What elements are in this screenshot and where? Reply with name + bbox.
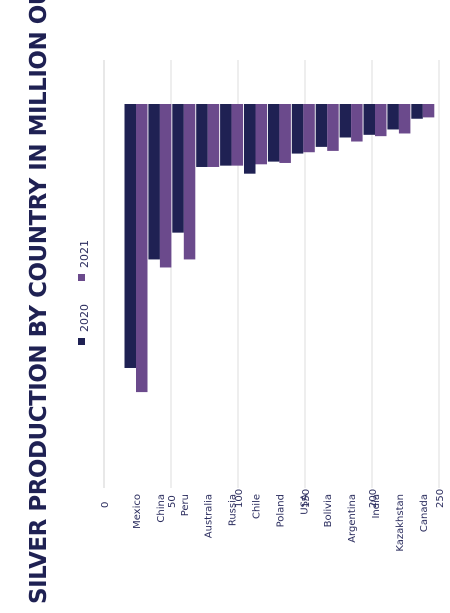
category-label: Chile [252,494,263,519]
bar-2021-china [159,104,172,268]
bar-2020-kazakhstan [387,104,399,130]
bar-2020-argentina [339,104,352,138]
category-label: Peru [180,494,191,516]
category-label: Kazakhstan [395,494,406,552]
legend-swatch-2021 [78,274,85,281]
legend-label-2020: 2020 [78,304,91,332]
bar-2021-peru [183,104,196,260]
bar-2021-kazakhstan [398,104,411,134]
bar-2020-peru [172,104,184,233]
category-label: Mexico [132,494,143,529]
bar-2020-chile [244,104,256,174]
bar-2021-canada [422,104,435,118]
category-label: Canada [419,494,430,532]
tick-label: 250 [435,489,446,508]
category-label: Australia [204,494,215,538]
bar-2021-argentina [351,104,363,142]
bar-2020-india [363,104,375,135]
category-label: Poland [275,494,286,527]
bar-2020-australia [196,104,208,167]
chart-title: SILVER PRODUCTION BY COUNTRY IN MILLION … [26,0,52,604]
bar-2020-mexico [124,104,136,368]
tick-label: 100 [234,489,245,508]
legend-swatch-2020 [78,338,85,345]
tick-label: 50 [167,495,178,508]
bar-2021-australia [207,104,220,167]
bar-2020-poland [267,104,280,162]
category-label: USA [299,494,310,515]
bar-2021-india [375,104,387,137]
category-label: China [156,494,167,523]
bar-2020-canada [411,104,423,119]
bars [124,104,435,393]
bar-2021-russia [231,104,244,166]
tick-label: 150 [301,489,312,508]
legend: 2020 2021 [78,240,91,345]
category-label: India [371,494,382,519]
bar-2021-mexico [136,104,148,393]
bar-2020-usa [291,104,304,154]
bar-2021-poland [279,104,291,163]
category-axis: Mexico China Peru Australia Russia Chile Polan… [132,494,430,552]
category-label: Bolivia [323,494,334,527]
bar-2020-china [148,104,160,260]
category-label: Russia [228,494,239,526]
legend-label-2021: 2021 [78,240,91,268]
tick-label: 200 [368,489,379,508]
bar-2021-chile [255,104,267,165]
bar-2021-usa [303,104,315,153]
bar-2020-russia [220,104,232,166]
bar-2020-bolivia [315,104,328,147]
tick-label: 0 [100,502,111,508]
value-axis: 0 50 100 150 200 250 [100,489,446,508]
category-label: Argentina [347,494,358,543]
bar-2021-bolivia [327,104,339,151]
